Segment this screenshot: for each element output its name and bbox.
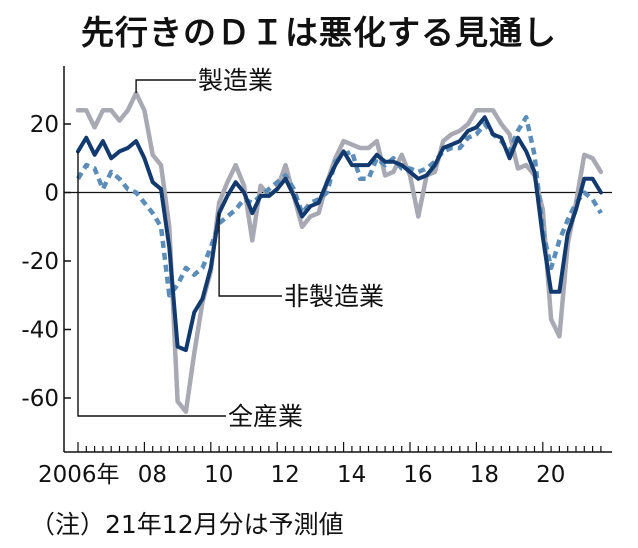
label-leader-lines bbox=[77, 79, 282, 417]
y-tick-label: -20 bbox=[21, 249, 59, 275]
series-lines bbox=[75, 90, 604, 414]
x-tick-label: 10 bbox=[204, 462, 233, 488]
series-label-manufacturing: 製造業 bbox=[198, 66, 273, 95]
y-tick-labels: 20 0 -20 -40 -60 bbox=[21, 112, 59, 412]
x-tick-label: 08 bbox=[138, 462, 167, 488]
leader-all-industries bbox=[77, 151, 226, 417]
axes bbox=[63, 66, 612, 453]
x-tick-labels: 2006年 08 10 12 14 16 18 20 bbox=[38, 462, 565, 488]
footnote: （注）21年12月分は予測値 bbox=[30, 510, 344, 539]
x-tick-label: 12 bbox=[271, 462, 300, 488]
series-line-all-industries bbox=[76, 115, 603, 353]
y-tick-label: -60 bbox=[21, 386, 59, 412]
chart-title: 先行きのＤＩは悪化する見通し bbox=[81, 13, 557, 52]
y-tick-label: 0 bbox=[44, 181, 59, 207]
y-tick-label: -40 bbox=[21, 318, 59, 344]
x-tick-label: 14 bbox=[337, 462, 366, 488]
x-tick-label: 20 bbox=[536, 462, 565, 488]
series-label-non-manufacturing: 非製造業 bbox=[284, 282, 384, 311]
x-tick-label: 18 bbox=[470, 462, 499, 488]
leader-non-manufacturing bbox=[218, 213, 282, 297]
y-tick-label: 20 bbox=[30, 112, 59, 138]
x-tick-label: 16 bbox=[403, 462, 432, 488]
series-line-manufacturing bbox=[75, 90, 604, 414]
series-label-all-industries: 全産業 bbox=[228, 402, 303, 431]
x-tick-label: 2006年 bbox=[38, 462, 120, 488]
leader-manufacturing bbox=[135, 79, 196, 94]
